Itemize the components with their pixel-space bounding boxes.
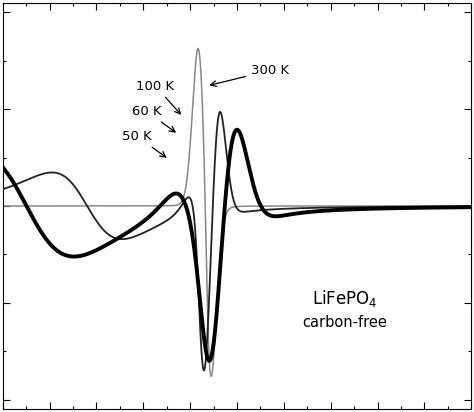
Text: 100 K: 100 K (137, 80, 180, 114)
Text: carbon-free: carbon-free (302, 315, 387, 330)
Text: 300 K: 300 K (210, 64, 289, 87)
Text: 50 K: 50 K (122, 130, 166, 157)
Text: 60 K: 60 K (132, 105, 175, 132)
Text: LiFePO$_4$: LiFePO$_4$ (312, 288, 378, 309)
